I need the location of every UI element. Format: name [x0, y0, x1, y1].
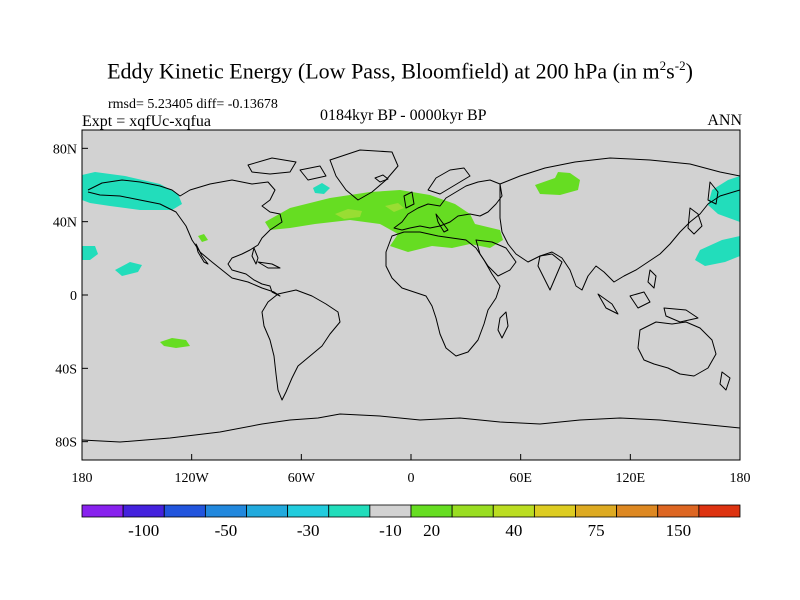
colorbar-label: 20: [423, 521, 440, 540]
plot-title: Eddy Kinetic Energy (Low Pass, Bloomfiel…: [107, 58, 693, 84]
colorbar-swatch: [163, 504, 206, 518]
colorbar-swatch: [81, 504, 124, 518]
lat-tick-label: 80S: [55, 436, 77, 451]
lat-tick-label: 80N: [53, 142, 77, 157]
colorbar-swatch: [369, 504, 412, 518]
coastline-asia: [499, 157, 740, 291]
coastline-arabia: [475, 239, 517, 277]
coastline-europe: [393, 179, 503, 231]
colorbar-label: -10: [379, 521, 402, 540]
coastline-india: [537, 253, 563, 291]
colorbar-swatch: [246, 504, 289, 518]
lon-tick-label: 180: [730, 471, 751, 486]
coastline-south-america: [261, 289, 341, 401]
lon-tick-label: 120E: [616, 471, 646, 486]
lon-tick-label: 0: [408, 471, 415, 486]
lon-tick-label: 120W: [175, 471, 210, 486]
colorbar-swatch: [410, 504, 453, 518]
positive-anomaly-patch: [385, 203, 404, 212]
coastline-britain: [403, 191, 415, 209]
negative-anomaly-patch: [82, 172, 182, 210]
lat-tick-label: 40S: [55, 362, 77, 377]
colorbar-swatch: [287, 504, 330, 518]
colorbar-swatch: [492, 504, 535, 518]
coastline-scandinavia: [427, 167, 471, 195]
coastline-kamchatka: [707, 181, 719, 205]
colorbar-label: -50: [215, 521, 238, 540]
negative-anomaly-patch: [313, 183, 330, 194]
coastline-japan: [687, 207, 703, 235]
lon-tick-label: 60W: [288, 471, 316, 486]
coastline-madagascar: [497, 311, 509, 339]
coastline-arctic-islands: [247, 157, 297, 175]
latitude-ticks: 80N 40N 0 40S 80S: [53, 142, 88, 451]
coastline-new-guinea: [663, 307, 699, 323]
stats-text: rmsd= 5.23405 diff= -0.13678: [108, 97, 278, 112]
coastline-philippines: [647, 269, 657, 289]
coastline-sumatra: [597, 293, 619, 315]
positive-anomaly-patch: [335, 209, 362, 219]
colorbar: [81, 504, 741, 518]
lat-tick-label: 40N: [53, 216, 77, 231]
colorbar-labels: -100 -50 -30 -10 20 40 75 150: [128, 521, 691, 540]
colorbar-label: 150: [666, 521, 692, 540]
coastline-antarctica: [82, 413, 740, 443]
colorbar-swatch: [328, 504, 371, 518]
experiment-label: Expt = xqfUc-xqfua: [82, 113, 211, 130]
longitude-ticks: 180 120W 60W 0 60E 120E 180: [72, 454, 751, 486]
colorbar-swatch: [122, 504, 165, 518]
positive-anomaly-patch: [198, 234, 208, 242]
positive-anomaly-patch: [535, 172, 580, 195]
colorbar-label: 75: [588, 521, 605, 540]
lon-tick-label: 60E: [509, 471, 532, 486]
coastline-new-zealand: [719, 371, 731, 391]
lat-tick-label: 0: [70, 289, 77, 304]
coastlines: [82, 149, 740, 443]
coastline-italy: [435, 213, 449, 233]
positive-anomaly-patch: [160, 338, 190, 348]
colorbar-label: 40: [505, 521, 522, 540]
colorbar-swatch: [451, 504, 494, 518]
negative-anomaly-patch: [708, 176, 740, 222]
coastline-africa: [385, 231, 501, 357]
coastline-greenland: [329, 149, 399, 201]
negative-anomaly-patch: [115, 262, 142, 276]
coastline-baja: [195, 243, 209, 265]
coastline-borneo: [629, 291, 651, 309]
lon-tick-label: 180: [72, 471, 93, 486]
colorbar-swatch: [657, 504, 700, 518]
colorbar-swatch: [698, 504, 741, 518]
negative-anomaly-patch: [82, 246, 98, 260]
coastline-arctic-islands: [299, 165, 327, 181]
coastline-florida: [251, 247, 259, 265]
season-label: ANN: [707, 112, 742, 129]
coastline-iceland: [374, 174, 389, 183]
colorbar-swatch: [616, 504, 659, 518]
map-background: [82, 130, 740, 460]
coastline-australia: [637, 321, 717, 377]
colorbar-label: -100: [128, 521, 159, 540]
colorbar-swatch: [204, 504, 247, 518]
negative-anomaly-patch: [695, 236, 740, 266]
period-label: 0184kyr BP - 0000kyr BP: [320, 107, 487, 124]
colorbar-swatch: [533, 504, 576, 518]
colorbar-label: -30: [297, 521, 320, 540]
coastline-cuba: [257, 261, 281, 269]
colorbar-swatch: [575, 504, 618, 518]
